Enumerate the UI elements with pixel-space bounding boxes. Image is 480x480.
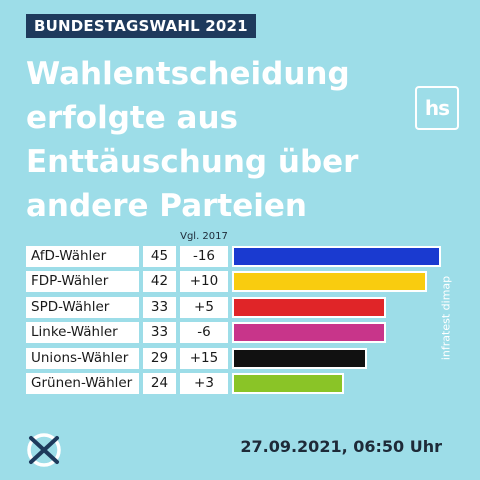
category-label: Unions-Wähler: [26, 347, 139, 369]
bar: [232, 373, 344, 394]
headline-line: andere Parteien: [26, 188, 307, 224]
headline: Wahlentscheidung erfolgte aus Enttäuschu…: [26, 52, 406, 228]
chart-row: Grünen-Wähler 24 +3: [26, 373, 446, 394]
value-label: 33: [143, 296, 176, 318]
category-label: Linke-Wähler: [26, 322, 139, 344]
comparison-label: +10: [180, 271, 228, 293]
hs-logo[interactable]: hs: [415, 86, 459, 130]
chart-row: SPD-Wähler 33 +5: [26, 296, 446, 318]
comparison-label: -16: [180, 246, 228, 267]
headline-line: erfolgte aus: [26, 100, 238, 136]
kicker-label: BUNDESTAGSWAHL 2021: [26, 14, 256, 38]
chart-row: AfD-Wähler 45 -16: [26, 246, 446, 267]
headline-line: Enttäuschung über: [26, 144, 359, 180]
comparison-label: +3: [180, 373, 228, 394]
timestamp: 27.09.2021, 06:50 Uhr: [240, 437, 442, 456]
bar: [232, 271, 428, 293]
bar-track: [232, 271, 446, 293]
bar-track: [232, 373, 446, 394]
comparison-label: +15: [180, 347, 228, 369]
headline-line: Wahlentscheidung: [26, 56, 350, 92]
value-label: 42: [143, 271, 176, 293]
bar-track: [232, 322, 446, 344]
value-label: 45: [143, 246, 176, 267]
bar: [232, 322, 386, 344]
ballot-check-icon: [27, 433, 61, 467]
bar-chart: AfD-Wähler 45 -16 FDP-Wähler 42 +10 SPD-Wähler…: [26, 246, 446, 398]
category-label: FDP-Wähler: [26, 271, 139, 293]
bar: [232, 296, 386, 318]
bar: [232, 347, 367, 369]
bar-track: [232, 347, 446, 369]
comparison-label: +5: [180, 296, 228, 318]
bar: [232, 246, 442, 267]
chart-row: FDP-Wähler 42 +10: [26, 271, 446, 293]
bar-track: [232, 296, 446, 318]
category-label: AfD-Wähler: [26, 246, 139, 267]
value-label: 24: [143, 373, 176, 394]
comparison-label: -6: [180, 322, 228, 344]
category-label: SPD-Wähler: [26, 296, 139, 318]
chart-row: Linke-Wähler 33 -6: [26, 322, 446, 344]
comparison-header: Vgl. 2017: [180, 231, 228, 242]
category-label: Grünen-Wähler: [26, 373, 139, 394]
value-label: 33: [143, 322, 176, 344]
bar-track: [232, 246, 446, 267]
value-label: 29: [143, 347, 176, 369]
chart-row: Unions-Wähler 29 +15: [26, 347, 446, 369]
